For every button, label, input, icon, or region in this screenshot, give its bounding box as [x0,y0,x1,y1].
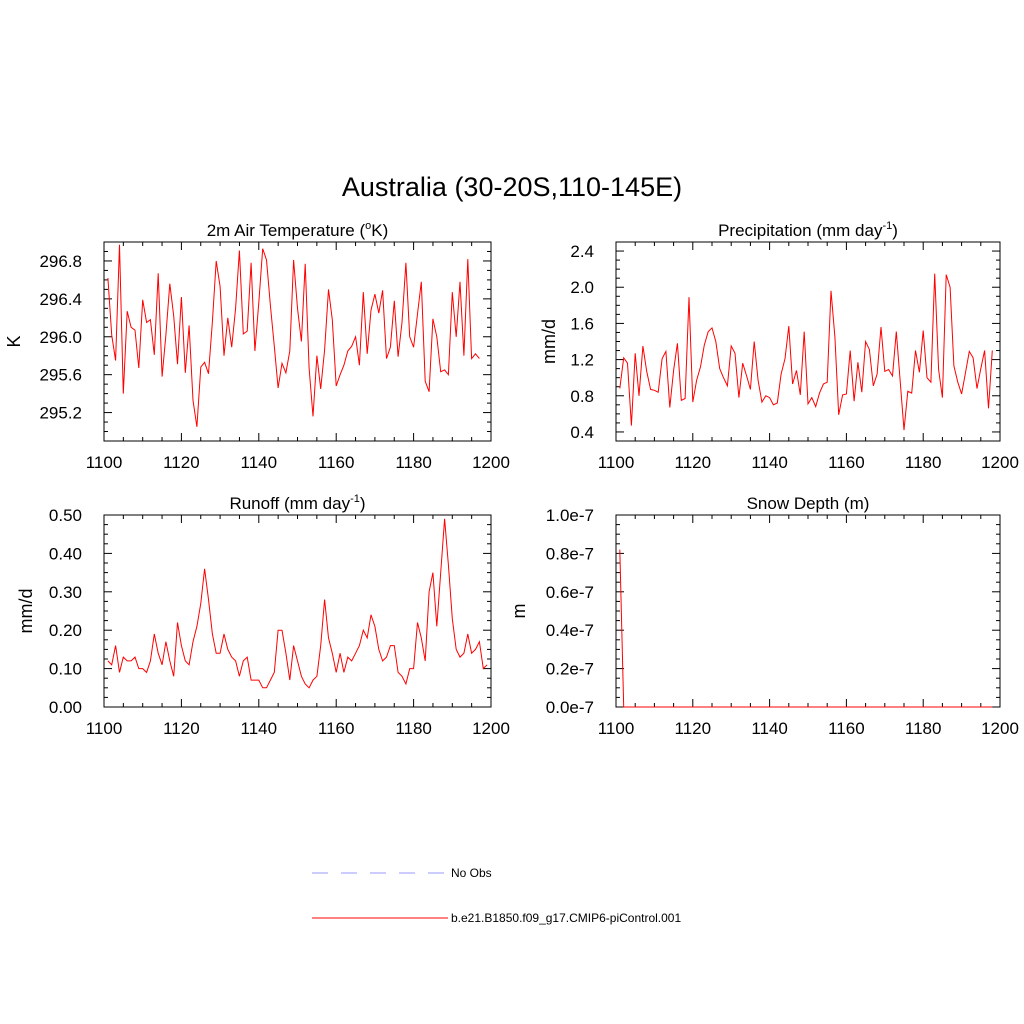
panel-3: 1100 1120 1140 1160 1180 1200 0.00 0.10 0.20 0.30… [16,493,510,738]
y-tick-label: 296.4 [39,290,82,309]
panel-title: 2m Air Temperature (oK) [207,220,389,240]
x-tick-label: 1180 [395,453,432,472]
panels-group: 1100 1120 1140 1160 1180 1200 295.2 295.6 296.0 2… [4,220,1019,738]
x-tick-label: 1200 [472,453,510,472]
panel-4: 1100 1120 1140 1160 1180 1200 0.0e-7 0.2e-7 0.4e… [509,494,1019,738]
y-tick-label: 0.20 [49,621,82,640]
panel-title-superscript: -1 [882,220,892,232]
y-tick-label: 2.0 [570,278,594,297]
series-line-1 [107,518,488,689]
y-tick-label: 0.4 [570,423,594,442]
x-tick-label: 1140 [751,719,788,738]
x-tick-label: 1120 [163,719,200,738]
y-tick-label: 0.4e-7 [546,621,594,640]
panel-title-end: ) [892,221,898,240]
x-tick-label: 1100 [598,719,635,738]
plot-frame [103,241,492,442]
panel-title: Runoff (mm day-1) [229,493,365,513]
y-tick-label: 0.00 [49,698,82,717]
panel-title-main: Runoff (mm day [229,494,350,513]
y-tick-label: 0.8e-7 [546,544,594,563]
y-tick-label: 296.8 [39,252,82,271]
y-tick-label: 0.10 [49,660,82,679]
panel-title-end: K) [371,221,388,240]
y-tick-label: 0.50 [49,506,82,525]
y-tick-label: 295.2 [39,404,82,423]
x-tick-label: 1120 [675,719,712,738]
panel-title-end: ) [360,494,366,513]
x-tick-label: 1100 [86,453,123,472]
x-tick-label: 1160 [318,453,355,472]
x-tick-label: 1180 [905,719,942,738]
y-tick-label: 0.6e-7 [546,583,594,602]
figure-title: Australia (30-20S,110-145E) [342,172,682,202]
panel-title: Precipitation (mm day-1) [718,220,898,240]
x-tick-label: 1120 [675,453,712,472]
x-tick-label: 1140 [751,453,788,472]
legend: No Obs b.e21.B1850.f09_g17.CMIP6-piContr… [312,866,681,925]
x-tick-label: 1100 [598,453,635,472]
panel-title-superscript: -1 [350,493,360,505]
plot-frame [103,514,492,708]
x-tick-label: 1140 [241,453,278,472]
panel-2: 1100 1120 1140 1160 1180 1200 0.4 0.8 1.2 1.6 2.0 2… [539,220,1019,472]
y-tick-label: 296.0 [39,328,82,347]
panel-title: Snow Depth (m) [747,494,870,513]
x-tick-label: 1180 [395,719,432,738]
panel-title-main: Precipitation (mm day [718,221,883,240]
y-axis-label: m [509,604,529,619]
y-tick-label: 1.0e-7 [546,506,594,525]
legend-model-label: b.e21.B1850.f09_g17.CMIP6-piControl.001 [451,911,681,925]
x-tick-label: 1100 [86,719,123,738]
y-axis-label: mm/d [16,589,36,634]
x-tick-label: 1180 [905,453,942,472]
panel-title-main: 2m Air Temperature ( [207,221,366,240]
x-tick-label: 1200 [472,719,510,738]
panel-title-superscript: o [365,220,371,232]
x-tick-label: 1160 [828,453,865,472]
y-tick-label: 0.30 [49,583,82,602]
y-tick-label: 0.8 [570,387,594,406]
series-line-1 [107,244,480,427]
y-tick-label: 0.40 [49,544,82,563]
x-tick-label: 1200 [981,453,1019,472]
y-tick-label: 1.2 [570,351,594,370]
y-tick-label: 295.6 [39,366,82,385]
series-line-1 [619,549,993,708]
y-tick-label: 0.2e-7 [546,660,594,679]
x-tick-label: 1160 [828,719,865,738]
x-tick-label: 1140 [241,719,278,738]
y-tick-label: 1.6 [570,314,594,333]
series-line-1 [619,273,993,431]
plot-frame [615,514,1001,708]
panel-1: 1100 1120 1140 1160 1180 1200 295.2 295.6 296.0 2… [4,220,510,472]
panel-title-main: Snow Depth (m) [747,494,870,513]
plot-frame [615,241,1001,442]
y-tick-label: 0.0e-7 [546,698,594,717]
x-tick-label: 1200 [981,719,1019,738]
y-axis-label: mm/d [539,319,559,364]
y-tick-label: 2.4 [570,242,594,261]
x-tick-label: 1120 [163,453,200,472]
legend-no-obs-label: No Obs [451,866,492,880]
y-axis-label: K [4,335,24,347]
x-tick-label: 1160 [318,719,355,738]
